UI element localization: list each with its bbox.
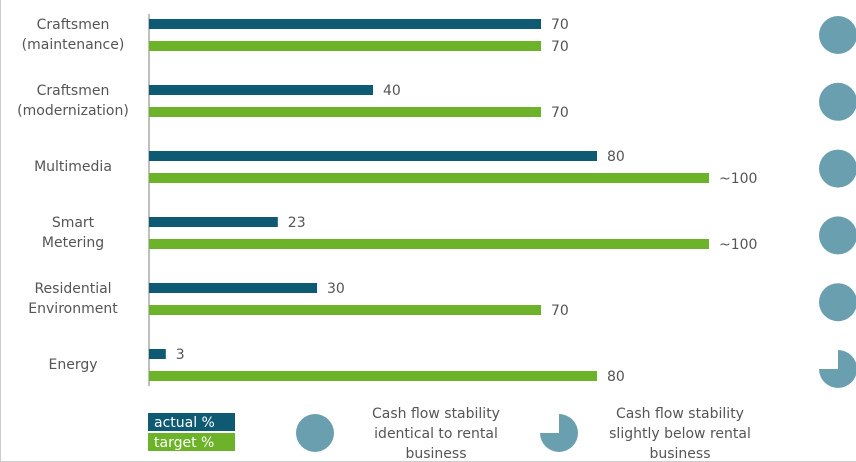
- bar: [149, 305, 541, 315]
- bar: [149, 19, 541, 29]
- value-label: ~100: [719, 171, 757, 187]
- legend-text: Cash flow stability slightly below renta…: [609, 406, 751, 462]
- legend-swatch: [148, 413, 235, 431]
- bar: [149, 239, 709, 249]
- bar: [149, 283, 317, 293]
- stability-icon: [819, 82, 856, 121]
- value-label: ~100: [719, 237, 757, 253]
- stability-icon: [819, 283, 856, 322]
- value-label: 80: [607, 149, 625, 165]
- bar: [149, 371, 597, 381]
- stability-icon: [819, 350, 856, 388]
- value-label: 23: [288, 215, 306, 231]
- category-label: Craftsmen (modernization): [17, 83, 129, 119]
- bar: [149, 85, 373, 95]
- category-label: Multimedia: [34, 159, 112, 175]
- legend-icon: [296, 414, 334, 452]
- legend-icon: [540, 414, 578, 452]
- bar: [149, 107, 541, 117]
- value-label: 70: [551, 39, 569, 55]
- bar: [149, 41, 541, 51]
- category-label: Smart Metering: [41, 215, 105, 251]
- legend-text: Cash flow stability identical to rental …: [372, 406, 500, 462]
- category-label: Energy: [48, 357, 98, 373]
- legend-label: actual %: [154, 415, 215, 431]
- stability-icon: [819, 216, 856, 255]
- value-label: 70: [551, 303, 569, 319]
- bar: [149, 151, 597, 161]
- category-label: Residential Environment: [28, 281, 118, 317]
- bar: [149, 349, 166, 359]
- stability-icon: [819, 149, 856, 188]
- value-label: 70: [551, 105, 569, 121]
- stability-icon: [819, 16, 856, 54]
- value-label: 80: [607, 369, 625, 385]
- legend-label: target %: [154, 435, 214, 451]
- bar: [149, 173, 709, 183]
- value-label: 30: [327, 281, 345, 297]
- value-label: 3: [176, 347, 185, 363]
- legend-swatch: [148, 433, 235, 451]
- category-label: Craftsmen (maintenance): [21, 17, 125, 53]
- value-label: 40: [383, 83, 401, 99]
- bar: [149, 217, 278, 227]
- value-label: 70: [551, 17, 569, 33]
